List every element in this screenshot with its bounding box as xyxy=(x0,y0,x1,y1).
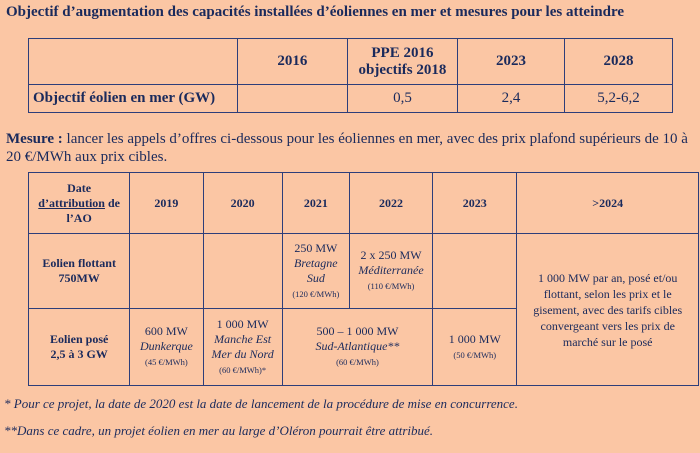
flottant-2021-price: (120 €/MWh) xyxy=(292,288,340,299)
pose-2020-loc1: Manche Est xyxy=(214,331,272,346)
mesure-text: lancer les appels d’offres ci-dessous po… xyxy=(6,131,688,165)
footnote-1: * Pour ce projet, la date de 2020 est la… xyxy=(4,396,518,411)
value-2016 xyxy=(236,84,348,113)
pose-2023-price: (50 €/MWh) xyxy=(453,349,497,360)
pose-capacity: 2,5 à 3 GW xyxy=(50,347,108,361)
pose-2020-loc2: Mer du Nord xyxy=(211,346,274,361)
corner-de: de xyxy=(104,195,120,210)
year-2019: 2019 xyxy=(129,172,204,234)
year-after-2024: >2024 xyxy=(516,172,699,234)
footnote-2: **Dans ce cadre, un projet éolien en mer… xyxy=(4,423,434,438)
flottant-2022: 2 x 250 MW Méditerranée (110 €/MWh) xyxy=(348,233,434,309)
pose-2020: 1 000 MW Manche Est Mer du Nord (60 €/MW… xyxy=(202,308,283,386)
mesure-paragraph: Mesure : lancer les appels d’offres ci-d… xyxy=(6,130,698,166)
year-2022: 2022 xyxy=(348,172,434,234)
row-label-flottant: Eolien flottant 750MW xyxy=(27,233,131,309)
flottant-2019 xyxy=(129,233,204,309)
flottant-2022-price: (110 €/MWh) xyxy=(367,281,415,291)
flottant-2021-mw: 250 MW xyxy=(294,240,338,255)
pose-2023: 1 000 MW (50 €/MWh) xyxy=(432,308,518,386)
table-corner-date: Date d’attribution de l’AO xyxy=(27,172,131,234)
value-2023: 2,4 xyxy=(457,84,566,113)
pose-2019-mw: 600 MW xyxy=(144,324,188,338)
corner-ao: l’AO xyxy=(66,210,92,225)
pose-2021-2022: 500 – 1 000 MW Sud-Atlantique** (60 €/MW… xyxy=(281,308,434,386)
value-ppe-2016: 0,5 xyxy=(346,84,459,113)
value-2028: 5,2-6,2 xyxy=(564,84,673,113)
header-2023: 2023 xyxy=(457,38,566,85)
year-2023: 2023 xyxy=(432,172,518,234)
flottant-2022-mw: 2 x 250 MW xyxy=(360,248,422,262)
pose-2019-price: (45 €/MWh) xyxy=(145,357,188,367)
header-2016: 2016 xyxy=(236,38,348,85)
row-label-objectif: Objectif éolien en mer (GW) xyxy=(28,84,238,113)
pose-2020-price: (60 €/MWh)* xyxy=(219,364,267,375)
merged-2024-cell: 1 000 MW par an, posé et/ou flottant, se… xyxy=(516,233,699,386)
flottant-label: Eolien flottant xyxy=(42,256,116,270)
pose-2023-mw: 1 000 MW xyxy=(448,331,501,346)
corner-line-date: Date xyxy=(67,180,92,195)
pose-label: Eolien posé xyxy=(49,332,109,346)
pose-2019-loc: Dunkerque xyxy=(139,339,193,353)
year-2021: 2021 xyxy=(281,172,350,234)
corner-attribution: d’attribution xyxy=(38,195,105,210)
objectif-table: 2016 PPE 2016 objectifs 2018 2023 2028 O… xyxy=(28,38,673,113)
flottant-2021: 250 MW Bretagne Sud (120 €/MWh) xyxy=(281,233,350,309)
mesure-label: Mesure : xyxy=(6,131,63,147)
pose-2021-2022-loc: Sud-Atlantique** xyxy=(315,339,400,353)
flottant-2021-loc2: Sud xyxy=(306,270,325,285)
header-2028: 2028 xyxy=(564,38,673,85)
pose-2020-mw: 1 000 MW xyxy=(216,316,269,331)
flottant-2020 xyxy=(202,233,283,309)
pose-2021-2022-price: (60 €/MWh) xyxy=(336,357,379,367)
flottant-2022-loc1: Méditerranée xyxy=(358,263,424,277)
appels-offres-table: Date d’attribution de l’AO 2019 2020 202… xyxy=(27,172,699,386)
header-ppe-2016: PPE 2016 objectifs 2018 xyxy=(346,38,459,85)
pose-2019: 600 MW Dunkerque (45 €/MWh) xyxy=(129,308,204,386)
flottant-2023 xyxy=(432,233,518,309)
flottant-2021-loc1: Bretagne xyxy=(294,255,338,270)
row-label-pose: Eolien posé 2,5 à 3 GW xyxy=(27,308,131,386)
flottant-capacity: 750MW xyxy=(58,271,100,285)
page-title: Objectif d’augmentation des capacités in… xyxy=(6,4,624,20)
table-corner-cell xyxy=(28,38,238,85)
year-2020: 2020 xyxy=(202,172,283,234)
pose-2021-2022-mw: 500 – 1 000 MW xyxy=(316,324,399,338)
